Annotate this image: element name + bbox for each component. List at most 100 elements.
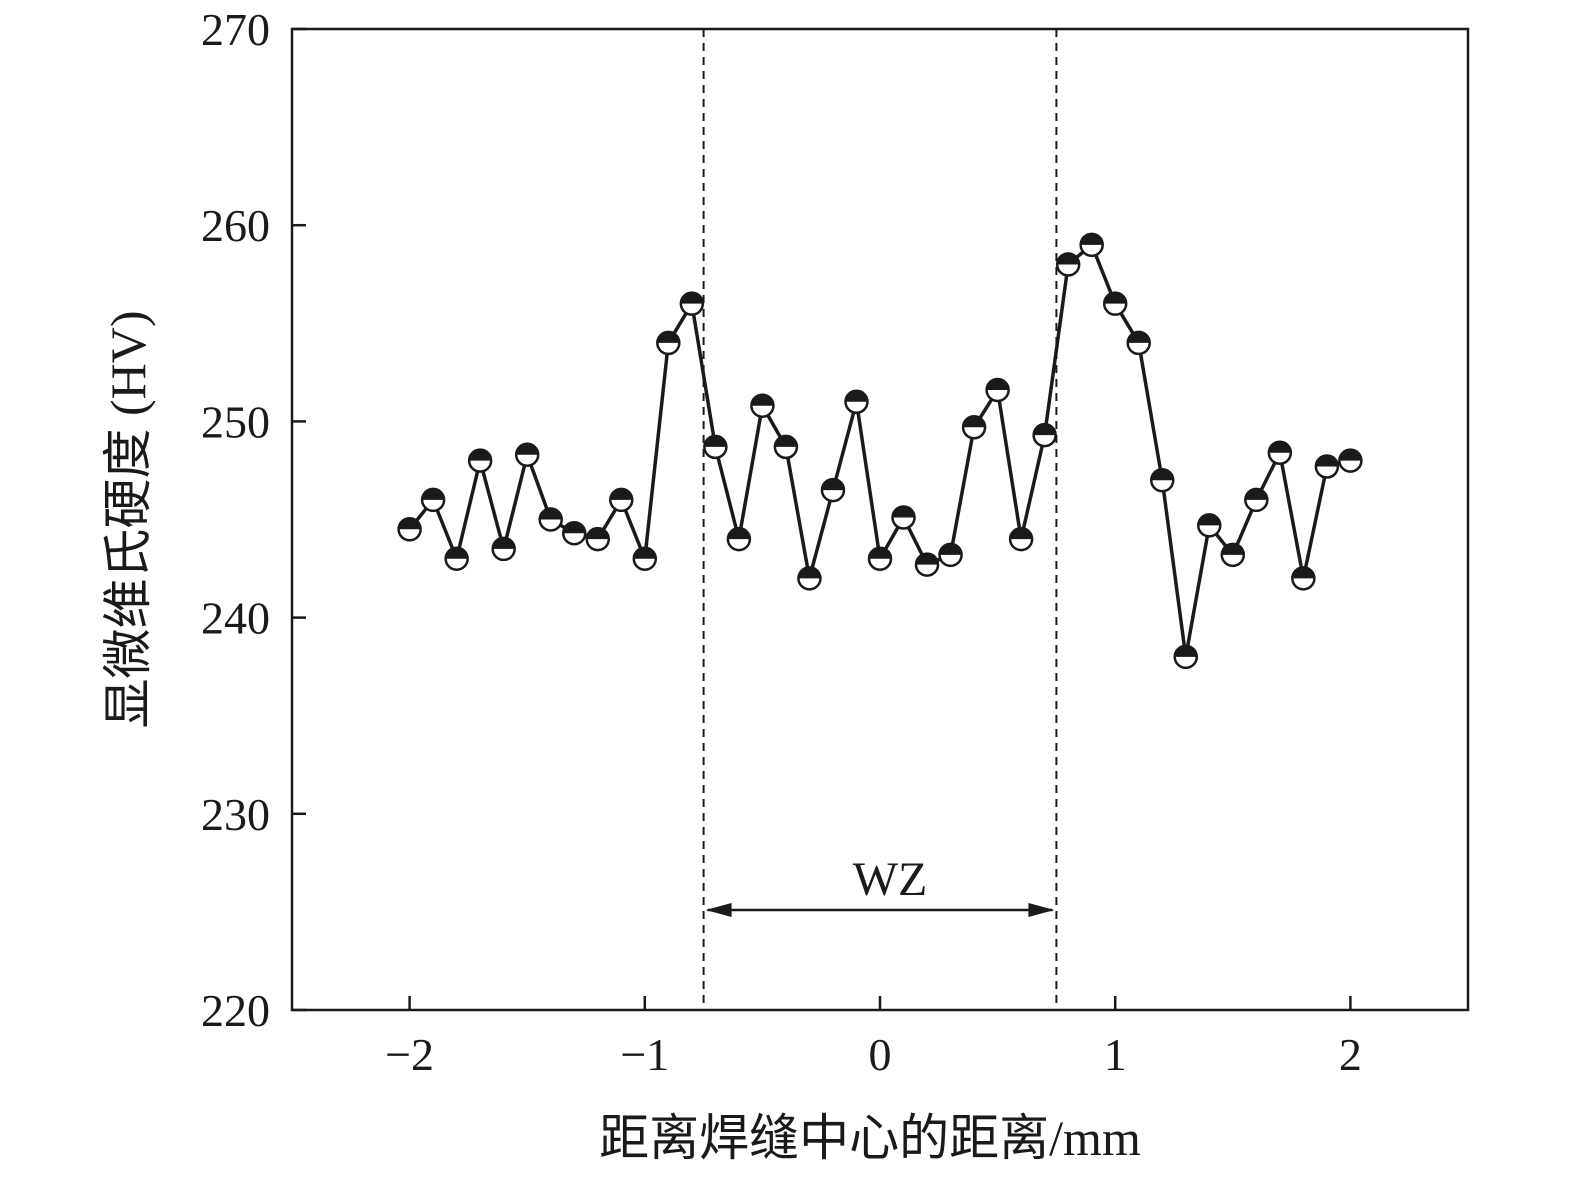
data-point-fill [916, 553, 939, 565]
data-point-fill [657, 331, 680, 343]
data-point-fill [986, 379, 1009, 391]
data-point-fill [774, 435, 797, 447]
x-tick-label: 2 [1339, 1029, 1362, 1080]
wz-label: WZ [853, 853, 928, 906]
data-point [1008, 526, 1034, 552]
data-point [891, 505, 916, 530]
data-point-fill [727, 528, 750, 540]
data-point-fill [422, 488, 445, 500]
data-point [1244, 487, 1269, 513]
data-point-fill [469, 449, 492, 461]
data-point [961, 415, 987, 440]
data-point [914, 552, 940, 577]
data-point [844, 389, 869, 415]
x-tick-label: 1 [1104, 1029, 1127, 1080]
data-point-fill [704, 435, 727, 447]
data-point-fill [939, 543, 962, 555]
y-tick-label: 250 [201, 396, 270, 447]
data-point [1291, 566, 1316, 591]
data-point-fill [516, 443, 539, 455]
data-point [1055, 252, 1081, 277]
data-point-fill [539, 508, 562, 520]
y-tick-label: 270 [201, 4, 270, 55]
data-point [632, 546, 658, 571]
data-point [679, 291, 705, 316]
data-point [1079, 232, 1104, 258]
series-line [408, 243, 1351, 659]
x-tick-label: −2 [385, 1029, 434, 1080]
data-point-fill [1198, 514, 1221, 526]
data-point [797, 566, 822, 591]
data-point-fill [680, 292, 703, 304]
data-point-fill [963, 416, 986, 428]
data-point [397, 517, 422, 542]
data-point-fill [869, 547, 891, 559]
data-point-fill [1292, 567, 1315, 579]
x-tick-label: 0 [869, 1029, 892, 1080]
data-point-fill [445, 547, 468, 559]
data-point [1173, 644, 1199, 670]
data-point [467, 448, 493, 473]
data-point-fill [798, 567, 821, 579]
data-point-fill [563, 522, 586, 534]
x-tick-label: −1 [620, 1029, 669, 1080]
y-tick-label: 240 [201, 593, 270, 644]
data-point [1126, 330, 1151, 356]
data-point-fill [821, 479, 844, 491]
data-point-fill [492, 537, 515, 549]
y-tick-label: 230 [201, 789, 270, 840]
data-point-fill [1221, 543, 1244, 555]
data-point-fill [1151, 469, 1174, 481]
data-point [1314, 454, 1340, 479]
data-point [726, 526, 752, 552]
data-point-fill [1010, 528, 1033, 540]
data-point [820, 477, 846, 503]
wz-arrow-head-left [705, 903, 732, 917]
data-point [561, 520, 587, 546]
data-point-fill [633, 547, 656, 559]
data-point [1032, 422, 1057, 448]
data-point-fill [1268, 441, 1291, 453]
data-point-fill [398, 518, 421, 530]
data-point [1267, 440, 1293, 466]
data-point-fill [1315, 455, 1338, 467]
data-point [609, 487, 634, 513]
data-point [514, 442, 540, 468]
data-point-fill [1339, 449, 1362, 461]
data-point-fill [586, 528, 609, 540]
data-point [585, 526, 611, 552]
data-point-fill [1104, 292, 1127, 304]
y-tick-label: 220 [201, 985, 270, 1036]
data-point [703, 434, 728, 460]
data-point-fill [1057, 253, 1080, 265]
data-point [538, 507, 563, 532]
data-point [491, 536, 516, 562]
data-point [773, 434, 799, 460]
data-point [985, 377, 1010, 403]
data-point [938, 542, 963, 568]
x-axis-title: 距离焊缝中心的距离/mm [599, 1110, 1141, 1166]
y-axis-title: 显微维氏硬度 (HV) [100, 310, 156, 728]
data-point [1102, 291, 1128, 316]
data-point [1197, 513, 1222, 538]
data-point-fill [892, 506, 915, 518]
y-tick-label: 260 [201, 200, 270, 251]
data-point [444, 546, 469, 571]
data-point-fill [610, 488, 633, 500]
data-point [1149, 468, 1175, 493]
data-point-fill [1127, 331, 1150, 343]
data-point-fill [1033, 424, 1056, 436]
wz-arrow-head-right [1028, 903, 1055, 917]
data-point-fill [1080, 233, 1103, 245]
data-point [867, 546, 893, 571]
data-point [656, 330, 681, 356]
data-point [1220, 542, 1246, 568]
data-point-fill [845, 390, 868, 402]
data-point [1338, 448, 1363, 473]
data-point-fill [1174, 645, 1197, 657]
data-point [420, 487, 446, 513]
data-point-fill [751, 394, 774, 406]
data-point-fill [1245, 488, 1268, 500]
